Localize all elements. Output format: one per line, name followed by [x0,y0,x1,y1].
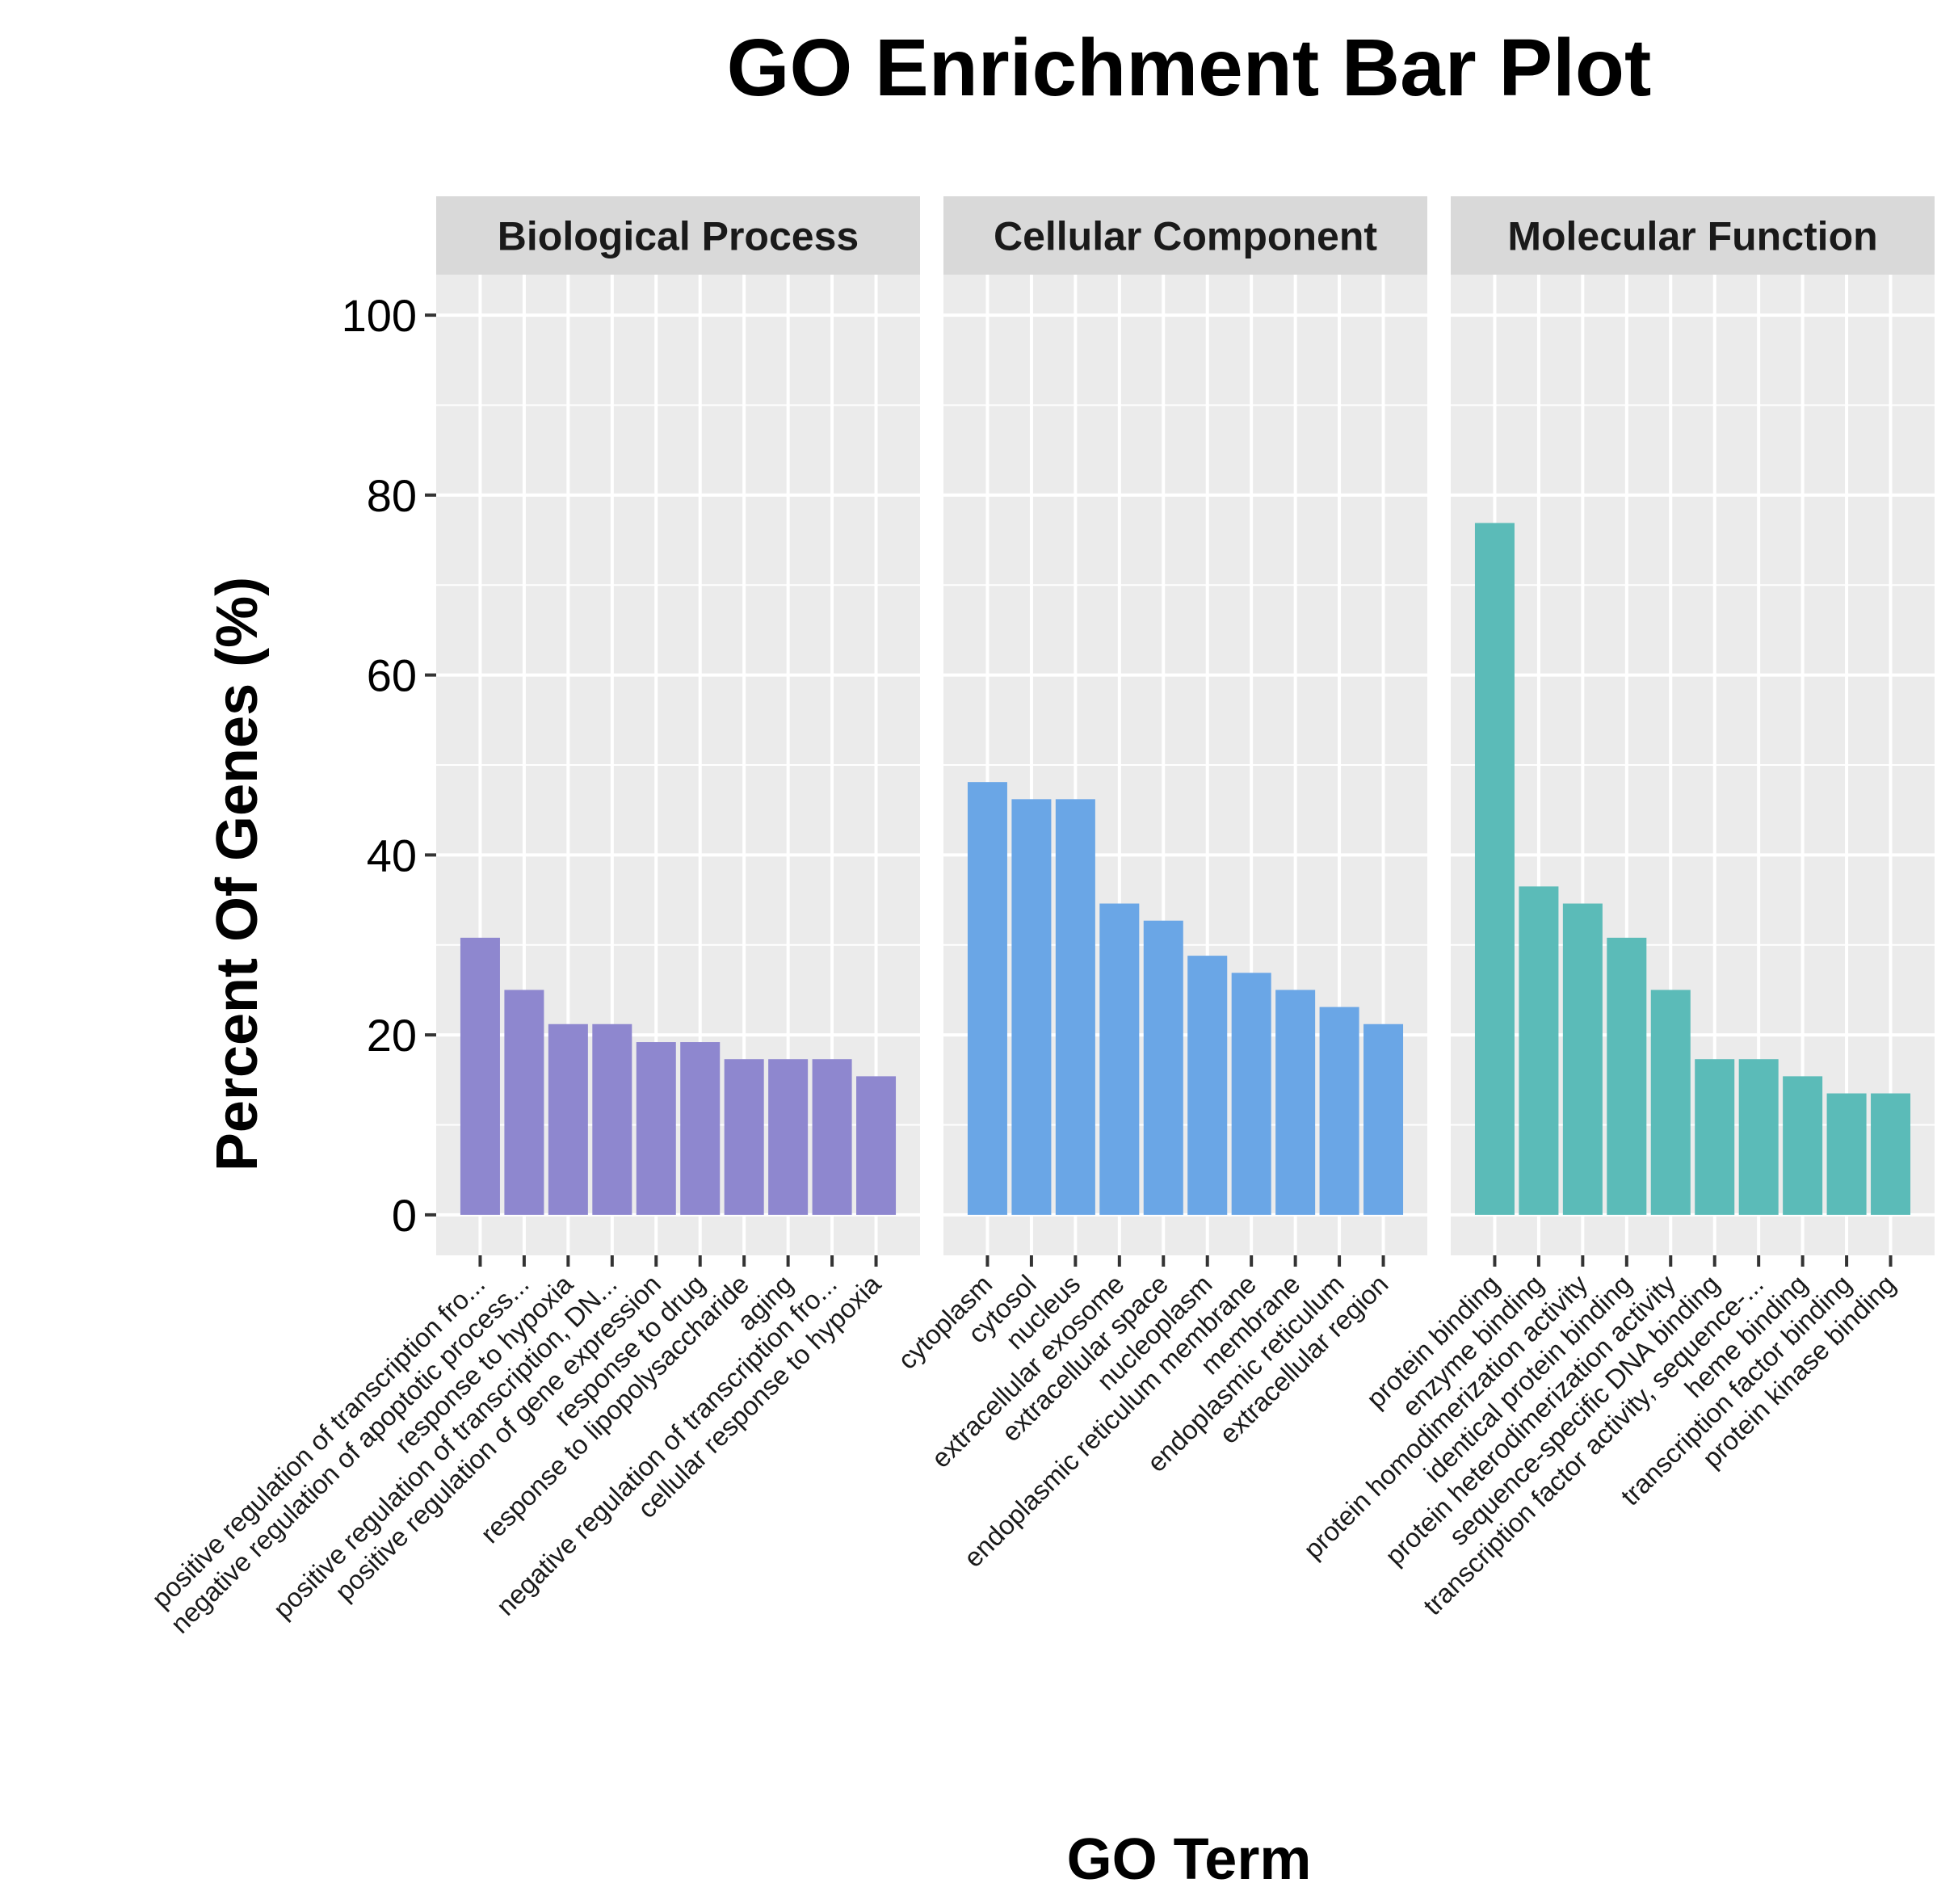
facet-strip [943,196,1427,275]
bar [548,1023,588,1215]
facet-panel-1: Cellular Componentcytoplasmcytosolnucleu… [892,196,1427,1573]
facet-strip-label: Biological Process [498,214,859,259]
bar [680,1042,721,1215]
bar [1474,523,1515,1215]
y-tick-label: 20 [367,1010,417,1061]
bar [1099,903,1140,1215]
bar [504,990,544,1215]
bar [812,1059,852,1215]
facet-strip [1451,196,1935,275]
bar [856,1076,897,1215]
facet-strip [436,196,920,275]
y-tick-label: 80 [367,470,417,521]
bar [1143,920,1183,1215]
y-tick-label: 40 [367,830,417,881]
bar [592,1023,632,1215]
y-axis: 0 20 40 60 80 100 [342,290,436,1241]
y-tick-label: 0 [392,1190,417,1241]
bar [1607,937,1647,1215]
facet-strip-label: Molecular Function [1507,214,1877,259]
bar [1738,1059,1779,1215]
bar [967,782,1007,1215]
bar [1363,1023,1404,1215]
bar [724,1059,764,1215]
y-tick-label: 60 [367,650,417,701]
y-tick-label: 100 [342,290,417,341]
bar [1231,973,1271,1215]
bar [1783,1076,1823,1215]
bar [1871,1093,1911,1215]
bar [1650,990,1691,1215]
bar [768,1059,809,1215]
bar [1055,799,1095,1215]
x-axis-title: GO Term [1067,1827,1312,1892]
bar [636,1042,676,1215]
bar [460,937,500,1215]
bar [1826,1093,1867,1215]
y-axis-title: Percent Of Genes (%) [205,577,270,1171]
bar [1275,990,1316,1215]
facet-strip-label: Cellular Component [994,214,1377,259]
bar [1695,1059,1735,1215]
bar [1187,956,1228,1215]
chart-title: GO Enrichment Bar Plot [727,23,1652,113]
bar [1011,799,1052,1215]
bar [1562,903,1603,1215]
bar [1319,1007,1359,1215]
bar [1519,886,1559,1215]
